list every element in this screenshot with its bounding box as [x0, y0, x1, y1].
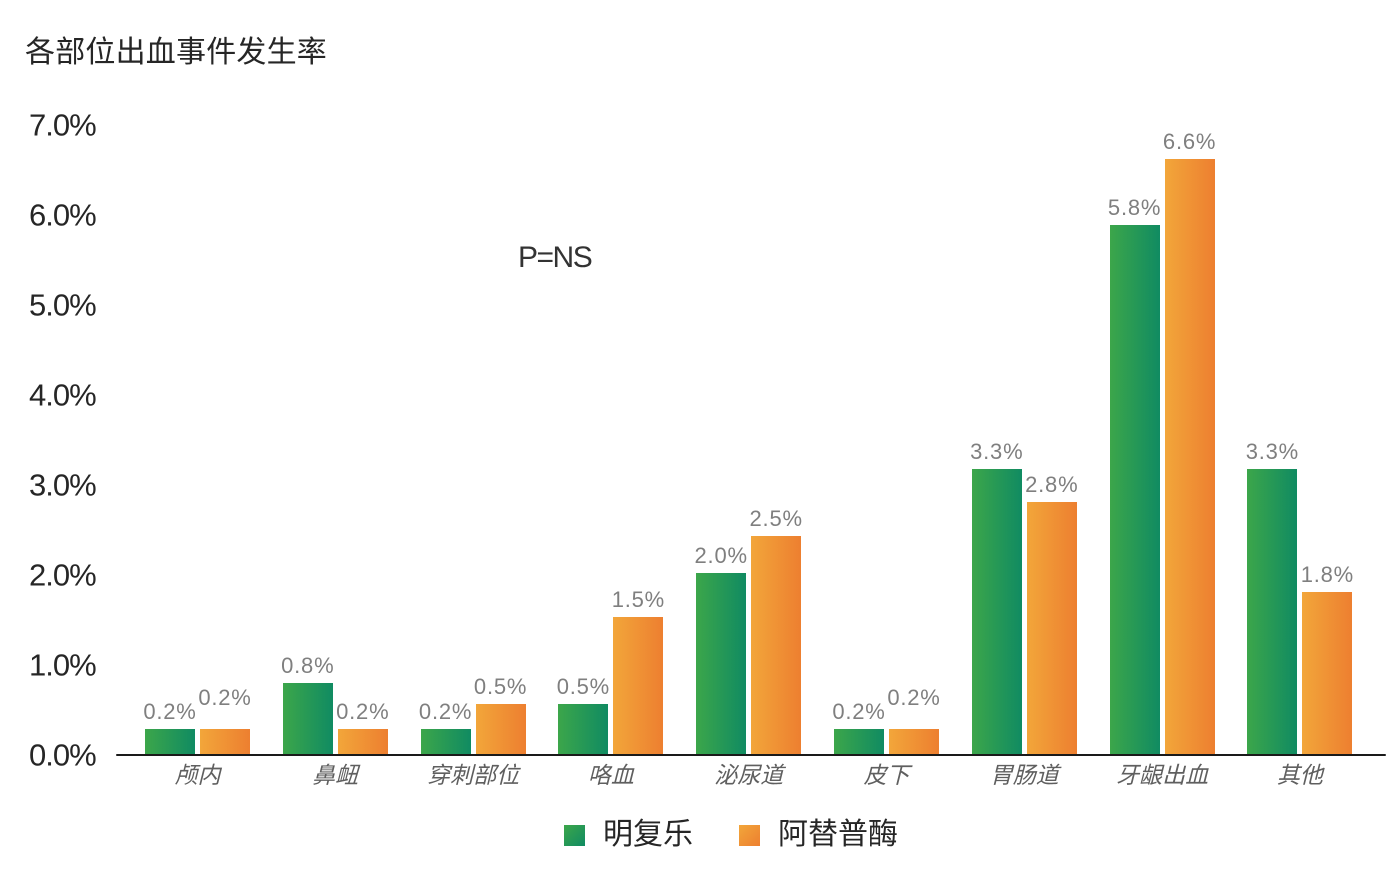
y-tick-label: 3.0%: [29, 467, 97, 502]
y-tick-label: 6.0%: [29, 197, 97, 232]
bar-alteplase-2: [475, 704, 526, 754]
legend-item-mingfule: 明复乐: [564, 819, 693, 851]
bar-mingfule-6: [971, 469, 1022, 754]
legend-swatch-icon: [564, 825, 585, 846]
x-tick-label: 鼻衄: [312, 762, 359, 788]
legend-label: 明复乐: [603, 818, 693, 851]
bar-alteplase-8: [1302, 591, 1353, 754]
bar-value-label: 0.2%: [198, 684, 252, 710]
y-tick-label: 2.0%: [29, 557, 97, 592]
bar-value-label: 5.8%: [1107, 194, 1162, 220]
bar-value-label: 3.3%: [1245, 439, 1300, 464]
y-tick-label: 0.0%: [29, 737, 97, 772]
bar-alteplase-1: [337, 728, 388, 754]
x-tick-label: 牙龈出血: [1116, 762, 1209, 788]
legend-item-alteplase: 阿替普酶: [739, 819, 898, 851]
bar-value-label: 2.5%: [749, 506, 803, 531]
bar-value-label: 0.2%: [143, 698, 197, 724]
bar-value-label: 1.8%: [1300, 561, 1355, 587]
bar-value-label: 2.8%: [1025, 472, 1079, 497]
bar-value-label: 1.5%: [611, 587, 666, 612]
bar-value-label: 0.8%: [281, 653, 335, 678]
x-tick-label: 其他: [1276, 762, 1323, 788]
bar-alteplase-3: [613, 617, 664, 754]
bar-value-label: 3.3%: [970, 439, 1024, 464]
bar-mingfule-1: [282, 683, 333, 754]
plot-area: 0.2% 0.8% 0.2% 0.5% 2.0% 0.2% 3.3% 5.8% 3.3% 0.2%…: [116, 90, 1386, 757]
legend: 明复乐 阿替普酶: [564, 818, 898, 852]
x-axis-line: [116, 754, 1386, 757]
x-tick-label: 皮下: [863, 762, 910, 788]
x-tick-label: 泌尿道: [714, 762, 784, 788]
bar-value-label: 0.2%: [887, 684, 941, 710]
bar-mingfule-2: [420, 728, 471, 754]
x-tick-label: 胃肠道: [989, 762, 1059, 788]
chart-title: 各部位出血事件发生率: [25, 36, 327, 69]
bar-value-label: 0.2%: [418, 698, 473, 724]
bar-value-label: 6.6%: [1162, 128, 1217, 154]
legend-swatch-icon: [739, 825, 760, 846]
bar-alteplase-4: [751, 536, 802, 754]
x-tick-label: 颅内: [174, 762, 221, 788]
bar-value-label: 2.0%: [694, 543, 748, 568]
bar-alteplase-7: [1164, 158, 1215, 754]
bar-alteplase-0: [200, 728, 250, 754]
legend-label: 阿替普酶: [778, 818, 898, 851]
bar-value-label: 0.2%: [832, 698, 886, 724]
bar-mingfule-8: [1247, 469, 1298, 754]
y-tick-label: 7.0%: [29, 107, 97, 142]
p-value-annotation: P=NS: [518, 241, 593, 274]
bar-mingfule-3: [558, 704, 609, 754]
y-tick-label: 4.0%: [29, 377, 97, 412]
bar-value-label: 0.5%: [556, 674, 611, 699]
bar-value-label: 0.5%: [473, 674, 528, 699]
bar-alteplase-6: [1026, 502, 1077, 754]
bar-mingfule-4: [696, 573, 747, 754]
y-tick-label: 1.0%: [29, 647, 97, 682]
bar-mingfule-0: [145, 728, 195, 754]
bar-mingfule-5: [834, 728, 884, 754]
bar-value-label: 0.2%: [336, 698, 390, 724]
bar-alteplase-5: [889, 728, 939, 754]
x-tick-label: 穿刺部位: [427, 762, 520, 788]
x-tick-label: 咯血: [587, 762, 634, 788]
bar-mingfule-7: [1109, 224, 1160, 754]
y-tick-label: 5.0%: [29, 287, 97, 322]
